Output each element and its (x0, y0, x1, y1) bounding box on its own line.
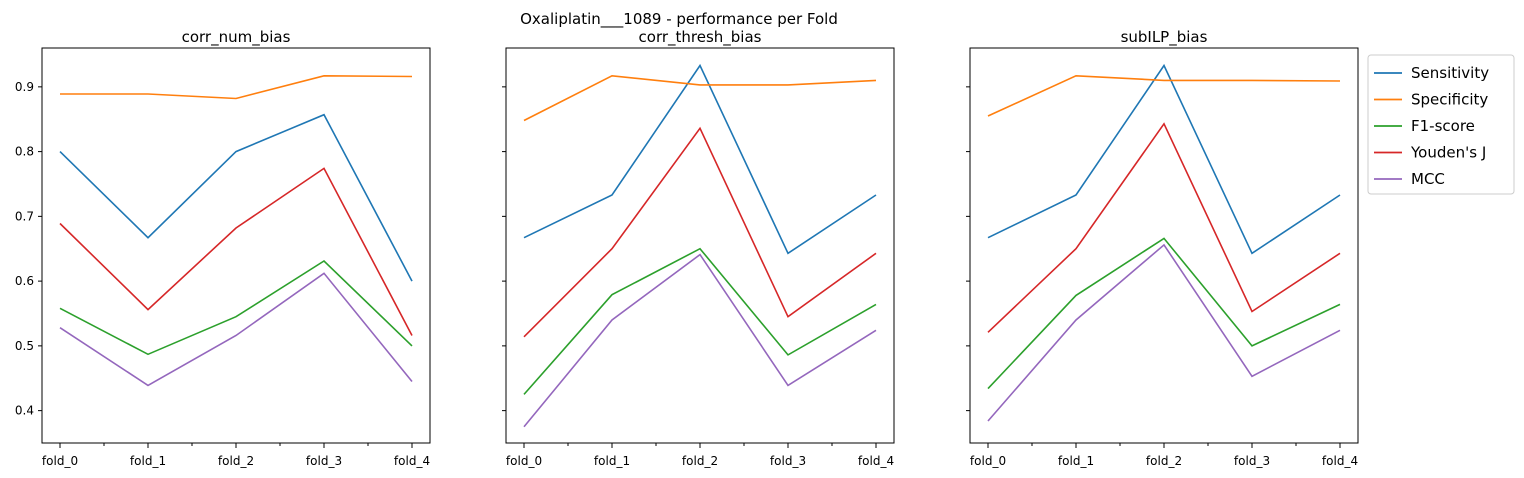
x-tick-label: fold_4 (394, 454, 430, 468)
series-line-specificity (60, 74, 413, 100)
x-tick-label: fold_1 (1058, 454, 1094, 468)
legend-entry-label: Sensitivity (1411, 64, 1489, 82)
y-tick-label: 0.7 (15, 209, 34, 223)
y-tick-label: 0.4 (15, 404, 34, 418)
x-tick-label: fold_4 (1322, 454, 1358, 468)
x-tick-label: fold_2 (682, 454, 718, 468)
x-tick-label: fold_3 (306, 454, 342, 468)
figure-suptitle: Oxaliplatin___1089 - performance per Fol… (520, 10, 838, 29)
series-line-mcc (987, 243, 1341, 422)
x-tick-label: fold_4 (858, 454, 894, 468)
subplot-title: corr_num_bias (182, 28, 291, 47)
legend-entry-label: MCC (1411, 170, 1445, 188)
y-tick-label: 0.5 (15, 339, 34, 353)
y-tick-label: 0.6 (15, 274, 34, 288)
legend: Sensitivity Specificity F1-score Youden's J… (1367, 54, 1515, 195)
series-line-sensitivity (59, 113, 413, 282)
axes-frame (505, 47, 895, 444)
series-line-youden-s-j (987, 122, 1341, 333)
x-tick-label: fold_0 (506, 454, 542, 468)
subplot-corr_thresh_bias: corr_thresh_bias fold_0 fold_1 fold_2 fold_3… (502, 28, 895, 468)
x-tick-label: fold_3 (1234, 454, 1270, 468)
y-tick-label: 0.9 (15, 80, 34, 94)
x-tick-label: fold_3 (770, 454, 806, 468)
x-tick-label: fold_1 (130, 454, 166, 468)
axes-frame (969, 47, 1359, 444)
axes-frame (41, 47, 431, 444)
subplot-subILP_bias: subILP_bias fold_0 fold_1 fold_2 fold_3 fold_… (966, 28, 1359, 468)
x-tick-label: fold_2 (218, 454, 254, 468)
y-tick-label: 0.8 (15, 145, 34, 159)
series-line-sensitivity (523, 63, 877, 255)
series-line-f1-score (59, 259, 413, 356)
series-line-specificity (523, 74, 877, 122)
series-line-f1-score (523, 247, 877, 395)
x-tick-label: fold_0 (970, 454, 1006, 468)
legend-frame (1367, 54, 1515, 195)
x-tick-label: fold_0 (42, 454, 78, 468)
series-line-mcc (59, 272, 413, 387)
series-line-mcc (523, 253, 877, 428)
legend-entry-label: F1-score (1411, 117, 1475, 135)
subplot-title: corr_thresh_bias (639, 28, 762, 47)
subplot-corr_num_bias: corr_num_bias 0.4 0.5 0.6 0.7 0.8 0.9 fold_0 fol… (15, 28, 431, 468)
subplot-title: subILP_bias (1121, 28, 1208, 47)
x-tick-label: fold_2 (1146, 454, 1182, 468)
series-line-sensitivity (987, 63, 1341, 255)
series-line-youden-s-j (59, 167, 413, 336)
series-line-f1-score (987, 237, 1341, 390)
series-line-specificity (987, 74, 1341, 117)
x-tick-label: fold_1 (594, 454, 630, 468)
series-line-youden-s-j (523, 126, 877, 338)
legend-entry-label: Specificity (1411, 91, 1488, 109)
legend-entry-label: Youden's J (1410, 144, 1486, 162)
